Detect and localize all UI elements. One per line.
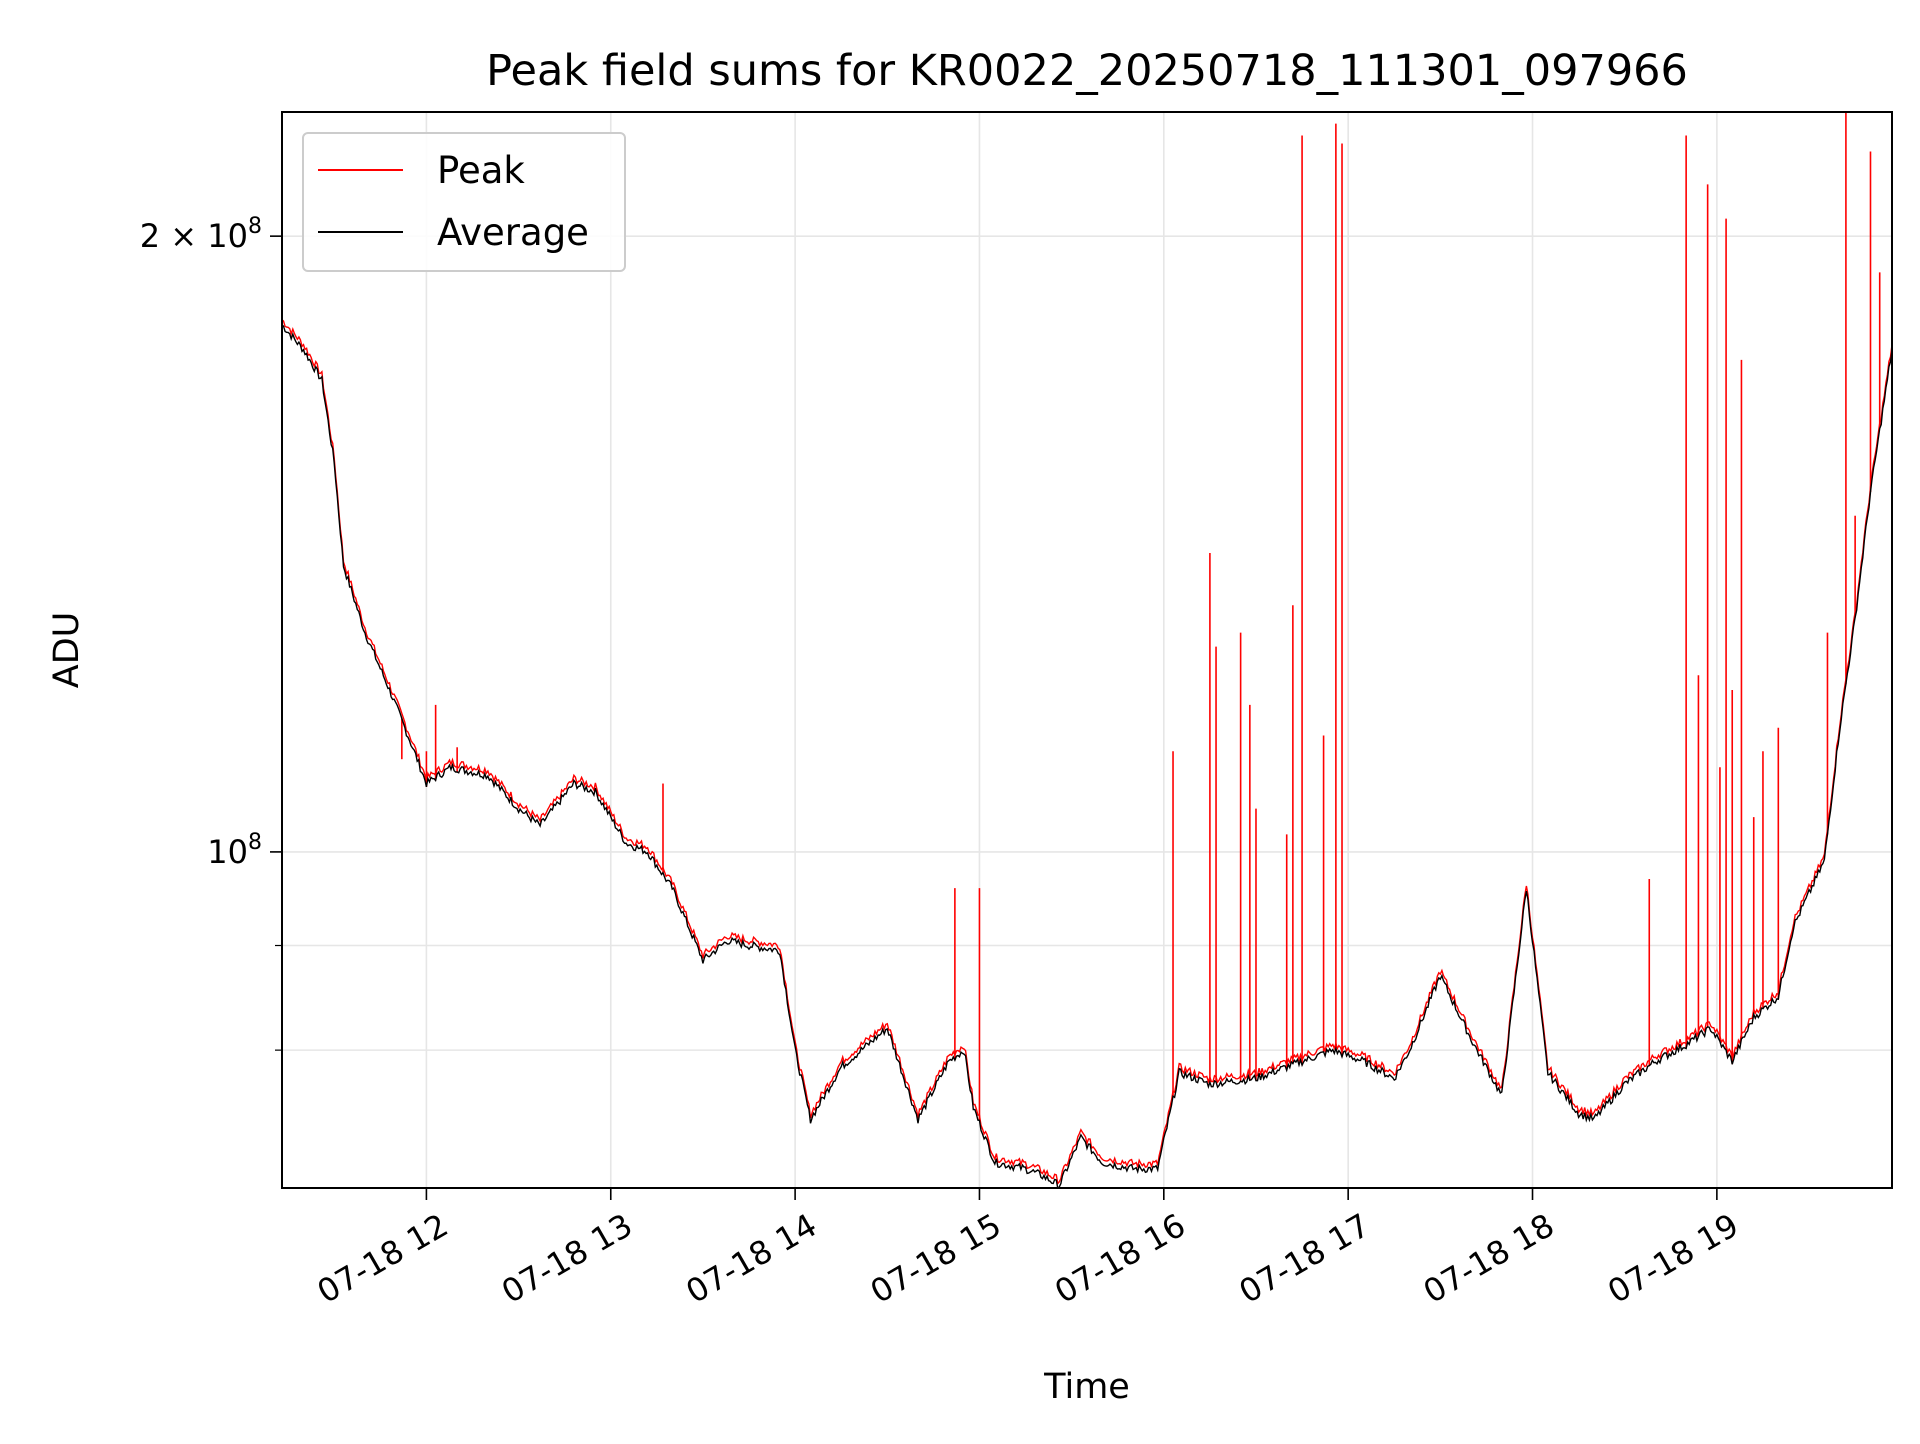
chart-title: Peak field sums for KR0022_20250718_1113… bbox=[486, 46, 1688, 96]
x-tick-label: 07-18 19 bbox=[1601, 1206, 1745, 1311]
legend-peak-label: Peak bbox=[437, 149, 525, 192]
y-tick-label: 2 × 108 bbox=[140, 214, 262, 255]
x-tick-label: 07-18 13 bbox=[495, 1206, 639, 1311]
grid-lines bbox=[282, 112, 1892, 1188]
x-tick-label: 07-18 18 bbox=[1417, 1206, 1561, 1311]
x-tick-label: 07-18 12 bbox=[311, 1206, 455, 1311]
x-tick-label: 07-18 17 bbox=[1233, 1206, 1377, 1311]
plot-frame bbox=[281, 111, 1893, 1189]
legend-box bbox=[302, 132, 626, 272]
x-axis-label: Time bbox=[1043, 1367, 1130, 1407]
y-axis-label: ADU bbox=[47, 612, 87, 689]
legend-average-label: Average bbox=[437, 211, 589, 254]
y-axis-ticks: 108 2 × 108 bbox=[140, 214, 282, 1051]
plot-series-group bbox=[282, 112, 1892, 1188]
x-tick-label: 07-18 14 bbox=[680, 1206, 824, 1311]
x-tick-label: 07-18 15 bbox=[864, 1206, 1008, 1311]
series-layer bbox=[282, 112, 1892, 1188]
legend: Peak Average bbox=[302, 132, 626, 272]
peak-series-line bbox=[282, 319, 1892, 1186]
x-tick-label: 07-18 16 bbox=[1048, 1206, 1192, 1311]
y-tick-label: 108 bbox=[207, 830, 262, 871]
x-axis-ticks: 07-18 12 07-18 13 07-18 14 07-18 15 07-18 16… bbox=[311, 1188, 1745, 1311]
average-series-line bbox=[282, 324, 1892, 1188]
